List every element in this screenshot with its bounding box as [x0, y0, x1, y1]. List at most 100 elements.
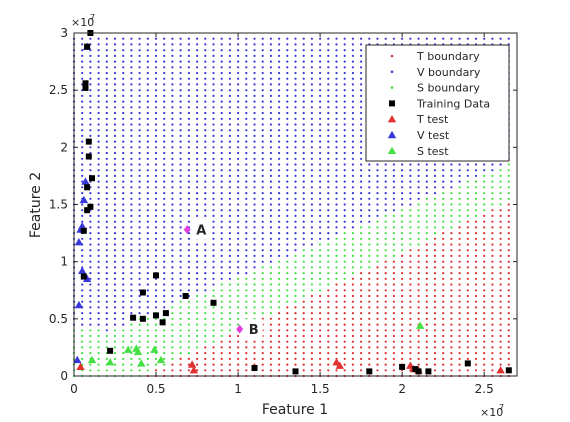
boundary-point-V	[179, 272, 182, 275]
boundary-point-V	[269, 186, 272, 189]
boundary-point-S	[327, 243, 330, 246]
boundary-point-V	[343, 37, 346, 40]
boundary-point-V	[187, 117, 190, 120]
boundary-point-S	[286, 289, 289, 292]
boundary-point-V	[278, 243, 281, 246]
boundary-point-T	[499, 214, 502, 217]
boundary-point-V	[220, 54, 223, 58]
boundary-point-V	[154, 134, 158, 137]
boundary-point-S	[261, 283, 264, 286]
boundary-point-V	[204, 277, 207, 280]
boundary-point-V	[146, 169, 149, 172]
boundary-point-S	[384, 226, 387, 229]
boundary-point-T	[376, 329, 379, 332]
boundary-point-V	[269, 111, 272, 115]
boundary-point-T	[507, 249, 510, 252]
boundary-point-V	[360, 60, 363, 63]
boundary-point-T	[433, 329, 437, 332]
boundary-point-V	[237, 54, 240, 58]
boundary-point-T	[466, 220, 469, 223]
boundary-point-V	[130, 129, 133, 132]
boundary-point-V	[294, 43, 297, 46]
boundary-point-V	[409, 203, 412, 206]
training-data-point	[80, 227, 87, 234]
boundary-point-S	[154, 334, 158, 338]
boundary-point-T	[417, 249, 420, 252]
boundary-point-S	[179, 346, 182, 349]
boundary-point-T	[450, 323, 453, 326]
boundary-point-V	[89, 260, 92, 263]
boundary-point-S	[253, 312, 256, 315]
boundary-point-V	[105, 186, 108, 189]
boundary-point-T	[409, 289, 412, 292]
boundary-point-S	[278, 300, 281, 303]
boundary-point-T	[433, 352, 437, 355]
boundary-point-V	[138, 283, 141, 286]
boundary-point-T	[220, 357, 223, 360]
boundary-point-S	[204, 300, 207, 303]
boundary-point-S	[417, 232, 420, 235]
boundary-point-S	[278, 306, 281, 309]
boundary-point-V	[278, 134, 281, 137]
boundary-point-V	[253, 54, 256, 58]
boundary-point-T	[466, 357, 469, 360]
boundary-point-V	[196, 111, 199, 115]
boundary-point-V	[220, 272, 223, 275]
boundary-point-V	[269, 157, 272, 160]
boundary-point-V	[212, 243, 215, 246]
data-markers	[73, 30, 512, 375]
boundary-point-T	[474, 283, 478, 286]
boundary-point-V	[343, 151, 346, 155]
boundary-point-T	[499, 340, 502, 343]
boundary-point-V	[171, 100, 174, 103]
boundary-point-T	[319, 369, 322, 372]
boundary-point-V	[319, 77, 322, 80]
boundary-point-V	[171, 66, 174, 69]
boundary-point-V	[179, 243, 182, 246]
boundary-point-T	[433, 243, 437, 246]
boundary-point-V	[368, 186, 371, 189]
boundary-point-V	[130, 266, 133, 269]
boundary-point-V	[278, 254, 281, 257]
boundary-point-T	[269, 357, 272, 360]
boundary-point-T	[401, 340, 404, 343]
boundary-point-V	[122, 94, 125, 97]
boundary-point-V	[278, 214, 281, 217]
boundary-point-T	[499, 300, 502, 303]
boundary-point-V	[269, 214, 272, 217]
boundary-point-V	[163, 283, 166, 286]
boundary-point-T	[466, 323, 469, 326]
boundary-point-V	[360, 106, 363, 109]
x-axis-label: Feature 1	[262, 402, 328, 418]
boundary-point-S	[245, 289, 248, 292]
boundary-point-T	[302, 357, 305, 360]
boundary-point-V	[319, 151, 322, 155]
boundary-point-V	[179, 192, 182, 195]
boundary-point-V	[466, 169, 469, 172]
boundary-point-S	[310, 283, 313, 286]
boundary-point-V	[343, 209, 346, 212]
boundary-point-V	[81, 37, 84, 40]
boundary-point-V	[409, 37, 412, 40]
boundary-point-V	[269, 100, 272, 103]
boundary-point-S	[97, 346, 100, 349]
boundary-point-T	[458, 329, 461, 332]
boundary-point-V	[278, 174, 281, 177]
boundary-point-V	[146, 306, 149, 309]
boundary-point-T	[401, 306, 404, 309]
boundary-point-S	[138, 329, 141, 332]
boundary-point-V	[351, 140, 354, 143]
boundary-point-S	[154, 340, 158, 343]
boundary-point-S	[425, 220, 428, 223]
boundary-point-V	[154, 174, 158, 177]
boundary-point-S	[294, 300, 297, 303]
boundary-point-T	[286, 329, 289, 332]
boundary-point-T	[409, 277, 412, 280]
boundary-point-S	[237, 306, 240, 309]
boundary-point-T	[319, 323, 322, 326]
boundary-point-T	[507, 237, 510, 240]
boundary-point-V	[286, 249, 289, 252]
boundary-point-V	[122, 134, 125, 137]
boundary-point-S	[89, 363, 92, 366]
boundary-point-V	[319, 71, 322, 75]
